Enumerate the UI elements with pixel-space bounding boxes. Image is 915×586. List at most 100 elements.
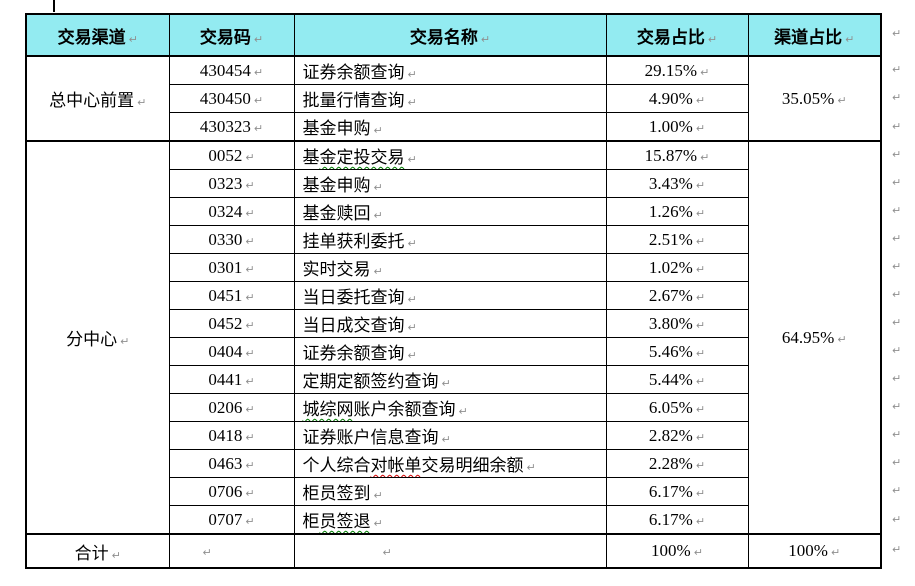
header-cell-channel-share[interactable]: 渠道占比 ↵: [747, 13, 882, 57]
cell-code[interactable]: 0463 ↵: [168, 449, 295, 478]
cell-name[interactable]: 证券余额查询 ↵: [293, 337, 607, 366]
cell-transaction-share[interactable]: 2.67% ↵: [605, 281, 749, 310]
cell-transaction-share[interactable]: 2.51% ↵: [605, 225, 749, 254]
cell-code[interactable]: 430450 ↵: [168, 84, 295, 113]
cell-transaction-share[interactable]: 5.44% ↵: [605, 365, 749, 394]
transaction-code: 430454: [199, 60, 251, 80]
cell-channel[interactable]: 总中心前置 ↵: [25, 55, 170, 142]
cell-name[interactable]: 定期定额签约查询 ↵: [293, 365, 607, 394]
cell-code[interactable]: 430454 ↵: [168, 55, 295, 85]
cell-transaction-share[interactable]: 1.26% ↵: [605, 197, 749, 226]
row-end-paragraph-mark: ↵: [892, 147, 902, 161]
cell-name[interactable]: 证券账户信息查询 ↵: [293, 421, 607, 450]
header-label: 交易名称: [409, 27, 478, 47]
cell-name[interactable]: 批量行情查询 ↵: [293, 84, 607, 113]
cell-name[interactable]: 证券余额查询 ↵: [293, 55, 607, 85]
transaction-name-segment: 城综网: [302, 400, 354, 419]
cell-transaction-share[interactable]: 1.00% ↵: [605, 112, 749, 142]
cell-code[interactable]: 0206 ↵: [168, 393, 295, 422]
cell-name[interactable]: 实时交易 ↵: [293, 253, 607, 282]
cell-channel-share[interactable]: 64.95% ↵: [747, 140, 882, 535]
paragraph-mark: ↵: [480, 32, 491, 46]
table-row: 0452 ↵ 当日成交查询 ↵ 3.80% ↵: [26, 309, 881, 338]
table-row: 0404 ↵ 证券余额查询 ↵ 5.46% ↵: [26, 337, 881, 366]
transaction-code: 0324: [208, 201, 243, 221]
row-end-paragraph-mark: ↵: [892, 484, 902, 497]
table-row: 0418 ↵ 证券账户信息查询 ↵ 2.82% ↵: [26, 421, 881, 450]
cell-transaction-share[interactable]: 29.15% ↵: [605, 55, 749, 85]
cell-name[interactable]: 基金申购 ↵: [293, 169, 607, 198]
transaction-code: 0206: [208, 397, 243, 417]
header-cell-name[interactable]: 交易名称 ↵: [293, 13, 607, 57]
table-row: 总中心前置 ↵ 430454 ↵ 证券余额查询 ↵ 29.15% ↵ 35.05% ↵: [25, 55, 882, 142]
cell-code[interactable]: 0441 ↵: [168, 365, 295, 394]
paragraph-mark: ↵: [837, 332, 847, 346]
cell-name[interactable]: 柜员签退 ↵: [293, 505, 607, 535]
cell-empty[interactable]: ↵: [293, 533, 607, 569]
transaction-name-segment: 基金申购: [302, 176, 371, 195]
total-channel-share: 100%: [788, 541, 828, 560]
cell-name[interactable]: 当日成交查询 ↵: [293, 309, 607, 338]
cell-name[interactable]: 个人综合对帐单交易明细余额 ↵: [293, 449, 607, 478]
table-row: 430450 ↵ 批量行情查询 ↵ 4.90% ↵: [26, 84, 881, 113]
header-cell-code[interactable]: 交易码 ↵: [168, 13, 295, 57]
cell-transaction-share[interactable]: 5.46% ↵: [605, 337, 749, 366]
cell-code[interactable]: 0707 ↵: [168, 505, 295, 535]
paragraph-mark: ↵: [245, 458, 255, 472]
row-end-paragraph-mark: ↵: [892, 204, 902, 217]
paragraph-mark: ↵: [111, 548, 121, 562]
cell-code[interactable]: 0330 ↵: [168, 225, 295, 254]
row-end-paragraph-mark: ↵: [892, 316, 902, 329]
cell-code[interactable]: 0324 ↵: [168, 197, 295, 226]
cell-empty[interactable]: ↵: [168, 533, 295, 569]
cell-name[interactable]: 当日委托查询 ↵: [293, 281, 607, 310]
cell-channel[interactable]: 分中心 ↵: [25, 140, 170, 535]
cell-name[interactable]: 基金赎回 ↵: [293, 197, 607, 226]
cell-code[interactable]: 0452 ↵: [168, 309, 295, 338]
paragraph-mark: ↵: [253, 93, 264, 107]
cell-transaction-share[interactable]: 2.82% ↵: [605, 421, 749, 450]
paragraph-mark: ↵: [695, 374, 706, 388]
cell-transaction-share[interactable]: 6.17% ↵: [605, 477, 749, 506]
cell-transaction-share[interactable]: 4.90% ↵: [605, 84, 749, 113]
cell-code[interactable]: 0301 ↵: [168, 253, 295, 282]
row-end-paragraph-mark: ↵: [892, 27, 902, 40]
row-end-paragraph-mark: ↵: [892, 372, 902, 385]
transaction-code: 0052: [208, 145, 243, 165]
cell-transaction-share[interactable]: 6.17% ↵: [605, 505, 749, 535]
cell-total-label[interactable]: 合计 ↵: [25, 533, 170, 569]
cell-code[interactable]: 0052 ↵: [168, 140, 295, 170]
header-cell-channel[interactable]: 交易渠道 ↵: [25, 13, 170, 57]
transaction-name-segment: 个人综合: [302, 456, 371, 475]
cell-total-transaction-share[interactable]: 100% ↵: [605, 533, 749, 569]
cell-name[interactable]: 基金申购 ↵: [293, 112, 607, 142]
row-end-paragraph-mark: ↵: [892, 62, 902, 76]
transaction-name-segment: 基金赎回: [302, 204, 371, 223]
cell-transaction-share[interactable]: 3.43% ↵: [605, 169, 749, 198]
cell-code[interactable]: 430323 ↵: [168, 112, 295, 142]
cell-transaction-share[interactable]: 2.28% ↵: [605, 449, 749, 478]
cell-total-channel-share[interactable]: 100% ↵: [747, 533, 882, 569]
header-cell-transaction-share[interactable]: 交易占比 ↵: [605, 13, 749, 57]
cell-transaction-share[interactable]: 3.80% ↵: [605, 309, 749, 338]
cell-code[interactable]: 0323 ↵: [168, 169, 295, 198]
paragraph-mark: ↵: [695, 430, 706, 444]
cell-transaction-share[interactable]: 1.02% ↵: [605, 253, 749, 282]
cell-name[interactable]: 城综网账户余额查询 ↵: [293, 393, 607, 422]
transaction-name-segment: 柜: [302, 512, 320, 531]
table-row: 0451 ↵ 当日委托查询 ↵ 2.67% ↵: [26, 281, 881, 310]
cell-transaction-share[interactable]: 6.05% ↵: [605, 393, 749, 422]
cell-channel-share[interactable]: 35.05% ↵: [747, 55, 882, 142]
cell-code[interactable]: 0404 ↵: [168, 337, 295, 366]
paragraph-mark: ↵: [245, 318, 255, 332]
cell-name[interactable]: 基金定投交易 ↵: [293, 140, 607, 170]
cell-name[interactable]: 挂单获利委托 ↵: [293, 225, 607, 254]
paragraph-mark: ↵: [245, 514, 255, 528]
cell-code[interactable]: 0706 ↵: [168, 477, 295, 506]
transaction-name-segment: 证券余额查询: [302, 344, 405, 363]
cell-transaction-share[interactable]: 15.87% ↵: [605, 140, 749, 170]
cell-code[interactable]: 0451 ↵: [168, 281, 295, 310]
cell-code[interactable]: 0418 ↵: [168, 421, 295, 450]
cell-name[interactable]: 柜员签到 ↵: [293, 477, 607, 506]
transaction-name-segment: 批量行情查询: [302, 91, 405, 110]
